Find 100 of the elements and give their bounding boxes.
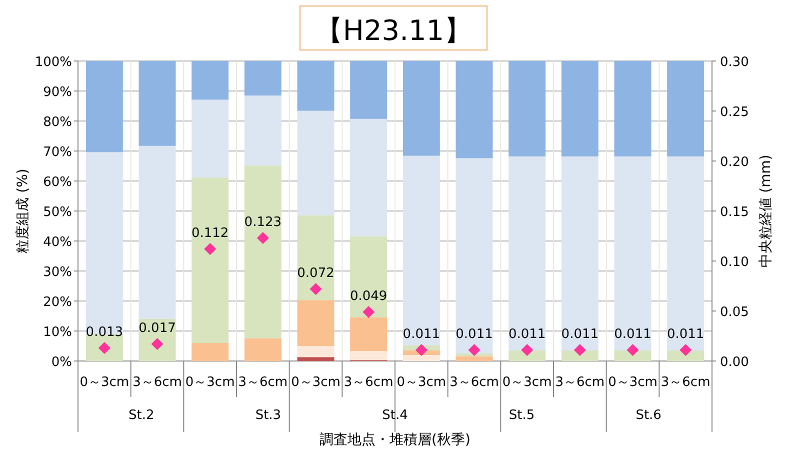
data-label: 0.011 — [666, 327, 704, 342]
point — [626, 344, 639, 356]
y-tick-label: 50% — [43, 205, 72, 220]
x-tick-label: 0～3cm — [80, 375, 130, 390]
x-tick-label: 3～6cm — [450, 375, 499, 390]
bar — [86, 61, 123, 152]
point — [680, 344, 692, 356]
bar — [244, 338, 282, 361]
bar — [192, 61, 229, 100]
bar — [561, 61, 598, 156]
bar — [297, 300, 334, 346]
bar — [508, 350, 546, 361]
y-tick-label: 70% — [43, 145, 72, 160]
bar — [667, 350, 704, 361]
bar — [244, 61, 282, 96]
y2-tick-label: 0.15 — [720, 205, 749, 220]
point — [256, 232, 269, 244]
x-tick-label: 3～6cm — [660, 375, 710, 390]
bar — [350, 236, 388, 318]
y-tick-label: 20% — [43, 295, 72, 310]
y-axis-title: 粒度組成 (%) — [15, 168, 31, 254]
bar — [456, 61, 493, 158]
text: St.3 — [255, 408, 282, 423]
y-tick-label: 0% — [51, 355, 72, 370]
bar — [297, 357, 334, 361]
bar — [508, 156, 546, 350]
y2-tick-label: 0.25 — [720, 105, 749, 120]
point — [574, 344, 586, 356]
bar — [402, 156, 440, 346]
y-tick-label: 30% — [43, 265, 72, 280]
bar — [138, 61, 176, 146]
bar — [350, 61, 388, 119]
data-label: 0.123 — [244, 215, 282, 230]
bar — [350, 317, 388, 352]
x-axis-title: 調査地点・堆積層(秋季) — [320, 432, 470, 448]
y2-tick-label: 0.30 — [720, 55, 749, 70]
data-label: 0.011 — [456, 327, 493, 342]
y-tick-label: 90% — [43, 85, 72, 100]
x-tick-label: 3～6cm — [238, 375, 288, 390]
bar — [138, 318, 176, 361]
bar — [192, 177, 229, 343]
y2-tick-label: 0.05 — [720, 305, 749, 320]
x-tick-label: 0～3cm — [608, 375, 658, 390]
bar — [614, 61, 652, 156]
data-label: 0.011 — [508, 327, 546, 342]
point — [204, 243, 216, 255]
x-tick-label: 3～6cm — [132, 375, 182, 390]
x-tick-label: 0～3cm — [291, 375, 340, 390]
bar — [456, 356, 493, 361]
y-tick-label: 100% — [34, 55, 72, 70]
data-label: 0.072 — [297, 266, 334, 281]
data-label: 0.017 — [138, 321, 176, 336]
bar — [192, 343, 229, 361]
data-label: 0.011 — [614, 327, 652, 342]
bar — [244, 96, 282, 166]
x-tick-label: 3～6cm — [344, 375, 394, 390]
y-tick-label: 10% — [43, 325, 72, 340]
bar — [561, 156, 598, 350]
bar — [350, 118, 388, 236]
text: St.4 — [382, 408, 408, 423]
bar — [614, 156, 652, 350]
text: St.2 — [128, 408, 154, 423]
text: St.6 — [636, 408, 662, 423]
x-tick-label: 3～6cm — [555, 375, 605, 390]
point — [468, 344, 480, 356]
bar — [614, 350, 652, 361]
y2-tick-label: 0.10 — [720, 255, 749, 270]
text: St.5 — [508, 408, 535, 423]
bar — [456, 158, 493, 354]
bar — [667, 156, 704, 350]
x-tick-label: 0～3cm — [502, 375, 552, 390]
bar — [297, 110, 334, 216]
y-tick-label: 40% — [43, 235, 72, 250]
data-label: 0.049 — [350, 289, 388, 304]
bar — [297, 346, 334, 358]
data-label: 0.011 — [402, 327, 440, 342]
x-tick-label: 0～3cm — [396, 375, 446, 390]
bar — [667, 61, 704, 156]
point — [362, 306, 375, 318]
point — [521, 344, 534, 356]
data-label: 0.013 — [86, 325, 124, 340]
point — [310, 283, 322, 295]
bar — [192, 100, 229, 178]
bar — [297, 61, 334, 111]
bar — [402, 355, 440, 361]
y2-tick-label: 0.00 — [720, 355, 749, 370]
bar — [508, 61, 546, 156]
bar — [297, 215, 334, 300]
bar — [561, 350, 598, 361]
point — [415, 344, 428, 356]
y2-axis-title: 中央粒経値 (mm) — [758, 154, 774, 268]
chart-title: 【H23.11】 — [314, 14, 472, 47]
data-label: 0.011 — [561, 327, 599, 342]
bar — [138, 146, 176, 319]
y-tick-label: 60% — [43, 175, 72, 190]
y-tick-label: 80% — [43, 115, 72, 130]
y2-tick-label: 0.20 — [720, 155, 749, 170]
x-tick-label: 0～3cm — [185, 375, 235, 390]
bar — [350, 351, 388, 360]
data-label: 0.112 — [191, 226, 229, 241]
